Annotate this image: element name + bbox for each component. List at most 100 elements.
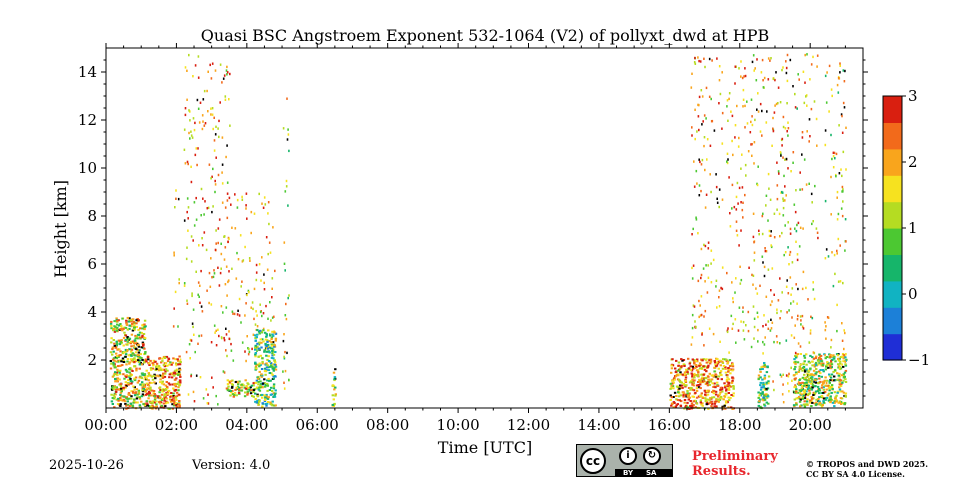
data-cell [117, 319, 120, 322]
data-cell [827, 366, 830, 369]
data-cell [691, 388, 695, 391]
data-cell [232, 393, 235, 396]
data-cell [689, 400, 692, 402]
data-cell [690, 404, 693, 407]
data-cell [795, 402, 798, 405]
data-cell [268, 222, 270, 226]
data-cell [754, 67, 756, 70]
data-cell [156, 395, 159, 398]
data-cell [200, 214, 202, 217]
data-cell [833, 391, 837, 394]
data-cell [174, 206, 176, 209]
data-cell [266, 364, 269, 367]
data-cell [244, 245, 246, 249]
data-cell [227, 280, 229, 284]
data-cell [795, 390, 798, 393]
data-cell [161, 360, 164, 363]
data-cell [226, 294, 228, 297]
data-cell [138, 349, 141, 352]
data-cell [699, 401, 702, 404]
data-cell [263, 394, 266, 397]
data-cell [274, 389, 277, 392]
data-cell [150, 375, 154, 378]
data-cell [163, 357, 167, 359]
data-cell [261, 314, 263, 318]
data-cell [259, 338, 262, 341]
data-cell [682, 392, 686, 395]
data-cell [799, 398, 802, 401]
data-cell [140, 395, 144, 398]
data-cell [759, 388, 763, 391]
data-cell [116, 348, 120, 351]
data-cell [694, 320, 696, 323]
colorbar-tick-label: 3 [908, 87, 918, 105]
data-cell [111, 353, 114, 356]
data-cell [824, 129, 827, 132]
y-tick-label: 4 [87, 303, 97, 321]
data-cell [125, 396, 128, 399]
data-cell [158, 401, 161, 404]
data-cell [841, 355, 844, 358]
data-cell [691, 336, 694, 339]
data-cell [267, 252, 269, 256]
data-cell [113, 406, 116, 409]
data-cell [266, 384, 269, 387]
data-cell [191, 292, 193, 295]
data-cell [759, 102, 762, 106]
data-cell [730, 381, 734, 384]
data-cell [834, 157, 836, 160]
data-cell [175, 404, 178, 407]
data-cell [709, 173, 711, 176]
data-cell [725, 389, 728, 392]
data-cell [273, 315, 275, 318]
data-cell [685, 384, 688, 387]
data-cell [672, 396, 675, 398]
data-cell [699, 314, 702, 317]
data-cell [128, 324, 131, 327]
data-cell [773, 340, 775, 344]
data-cell [245, 359, 247, 363]
data-cell [726, 160, 728, 163]
data-cell [236, 313, 239, 316]
data-cell [806, 393, 810, 396]
data-cell [822, 391, 825, 394]
data-cell [250, 389, 253, 392]
data-cell [840, 403, 843, 405]
data-cell [818, 402, 822, 404]
data-cell [137, 391, 141, 394]
data-cell [830, 88, 833, 91]
data-cell [260, 373, 263, 376]
data-cell [772, 77, 775, 80]
data-cell [807, 386, 810, 389]
data-cell [713, 366, 716, 369]
data-cell [116, 370, 120, 373]
data-cell [125, 321, 128, 324]
data-cell [133, 394, 137, 397]
data-cell [727, 396, 730, 399]
data-cell [146, 375, 150, 378]
data-cell [709, 144, 712, 147]
data-cell [784, 251, 787, 254]
data-cell [117, 356, 120, 358]
data-cell [794, 384, 796, 387]
data-cell [272, 367, 276, 370]
data-cell [751, 115, 753, 118]
data-cell [211, 62, 214, 65]
data-cell [159, 389, 162, 391]
data-cell [732, 385, 735, 387]
data-cell [135, 369, 138, 372]
data-cell [781, 190, 783, 194]
data-cell [141, 358, 144, 361]
data-cell [799, 382, 802, 385]
data-cell [782, 197, 784, 200]
data-cell [780, 310, 782, 313]
data-cell [814, 372, 817, 375]
data-cell [141, 341, 145, 344]
data-cell [170, 363, 173, 366]
data-cell [155, 400, 158, 403]
data-cell [716, 377, 720, 380]
data-cell [115, 386, 118, 389]
data-cell [708, 359, 711, 362]
data-cell [712, 386, 715, 388]
data-cell [843, 371, 847, 374]
